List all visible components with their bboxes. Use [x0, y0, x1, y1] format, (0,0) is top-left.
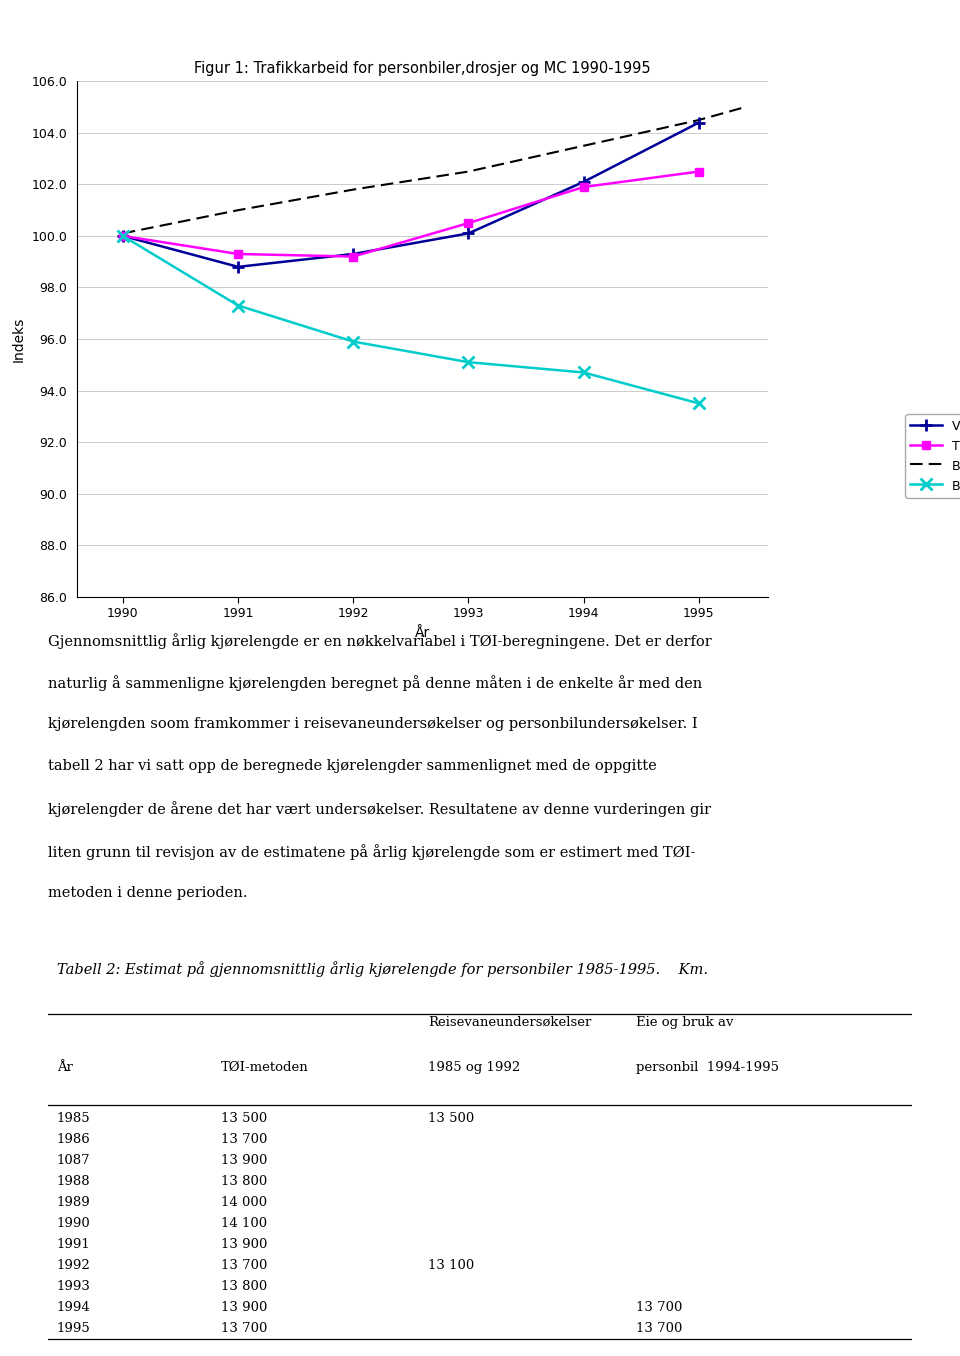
Text: 13 500: 13 500 — [221, 1112, 267, 1125]
Text: 13 900: 13 900 — [221, 1238, 267, 1250]
Text: 13 100: 13 100 — [428, 1258, 474, 1272]
Text: metoden i denne perioden.: metoden i denne perioden. — [48, 885, 248, 900]
Text: 14 100: 14 100 — [221, 1216, 267, 1230]
X-axis label: År: År — [415, 625, 430, 640]
Text: 13 700: 13 700 — [221, 1322, 267, 1334]
Text: 13 500: 13 500 — [428, 1112, 474, 1125]
Text: 1087: 1087 — [57, 1154, 90, 1168]
Text: 1991: 1991 — [57, 1238, 90, 1250]
Title: Figur 1: Trafikkarbeid for personbiler,drosjer og MC 1990-1995: Figur 1: Trafikkarbeid for personbiler,d… — [194, 61, 651, 76]
Text: År: År — [57, 1062, 73, 1074]
Text: kjørelengder de årene det har vært undersøkelser. Resultatene av denne vurdering: kjørelengder de årene det har vært under… — [48, 801, 711, 818]
Text: Gjennomsnittlig årlig kjørelengde er en nøkkelvariabel i TØI-beregningene. Det e: Gjennomsnittlig årlig kjørelengde er en … — [48, 633, 711, 650]
Text: 1994: 1994 — [57, 1300, 90, 1314]
Text: 1988: 1988 — [57, 1176, 90, 1188]
Text: 13 900: 13 900 — [221, 1154, 267, 1168]
Text: Tabell 2: Estimat på gjennomsnittlig årlig kjørelengde for personbiler 1985-1995: Tabell 2: Estimat på gjennomsnittlig årl… — [57, 961, 708, 976]
Text: 1985 og 1992: 1985 og 1992 — [428, 1062, 520, 1074]
Text: 13 700: 13 700 — [221, 1134, 267, 1146]
Y-axis label: Indeks: Indeks — [12, 316, 26, 362]
Text: naturlig å sammenligne kjørelengden beregnet på denne måten i de enkelte år med : naturlig å sammenligne kjørelengden bere… — [48, 675, 703, 692]
Text: 13 700: 13 700 — [636, 1322, 682, 1334]
Text: 13 800: 13 800 — [221, 1176, 267, 1188]
Text: 1986: 1986 — [57, 1134, 90, 1146]
Text: personbil  1994-1995: personbil 1994-1995 — [636, 1062, 779, 1074]
Text: 13 700: 13 700 — [636, 1300, 682, 1314]
Text: 1985: 1985 — [57, 1112, 90, 1125]
Text: 1992: 1992 — [57, 1258, 90, 1272]
Text: 13 700: 13 700 — [221, 1258, 267, 1272]
Text: 13 800: 13 800 — [221, 1280, 267, 1292]
Text: 1990: 1990 — [57, 1216, 90, 1230]
Text: 1993: 1993 — [57, 1280, 90, 1292]
Text: 1995: 1995 — [57, 1322, 90, 1334]
Text: tabell 2 har vi satt opp de beregnede kjørelengder sammenlignet med de oppgitte: tabell 2 har vi satt opp de beregnede kj… — [48, 759, 657, 773]
Text: kjørelengden soom framkommer i reisevaneundersøkelser og personbilundersøkelser.: kjørelengden soom framkommer i reisevane… — [48, 717, 698, 731]
Text: 13 900: 13 900 — [221, 1300, 267, 1314]
Text: liten grunn til revisjon av de estimatene på årlig kjørelengde som er estimert m: liten grunn til revisjon av de estimaten… — [48, 843, 695, 860]
Text: Reisevaneundersøkelser: Reisevaneundersøkelser — [428, 1016, 591, 1029]
Text: 14 000: 14 000 — [221, 1196, 267, 1210]
Legend: VD-index, TØI-index, Bestand, Bensinsalg: VD-index, TØI-index, Bestand, Bensinsalg — [905, 415, 960, 498]
Text: 1989: 1989 — [57, 1196, 90, 1210]
Text: TØI-metoden: TØI-metoden — [221, 1062, 308, 1074]
Text: Eie og bruk av: Eie og bruk av — [636, 1016, 733, 1029]
